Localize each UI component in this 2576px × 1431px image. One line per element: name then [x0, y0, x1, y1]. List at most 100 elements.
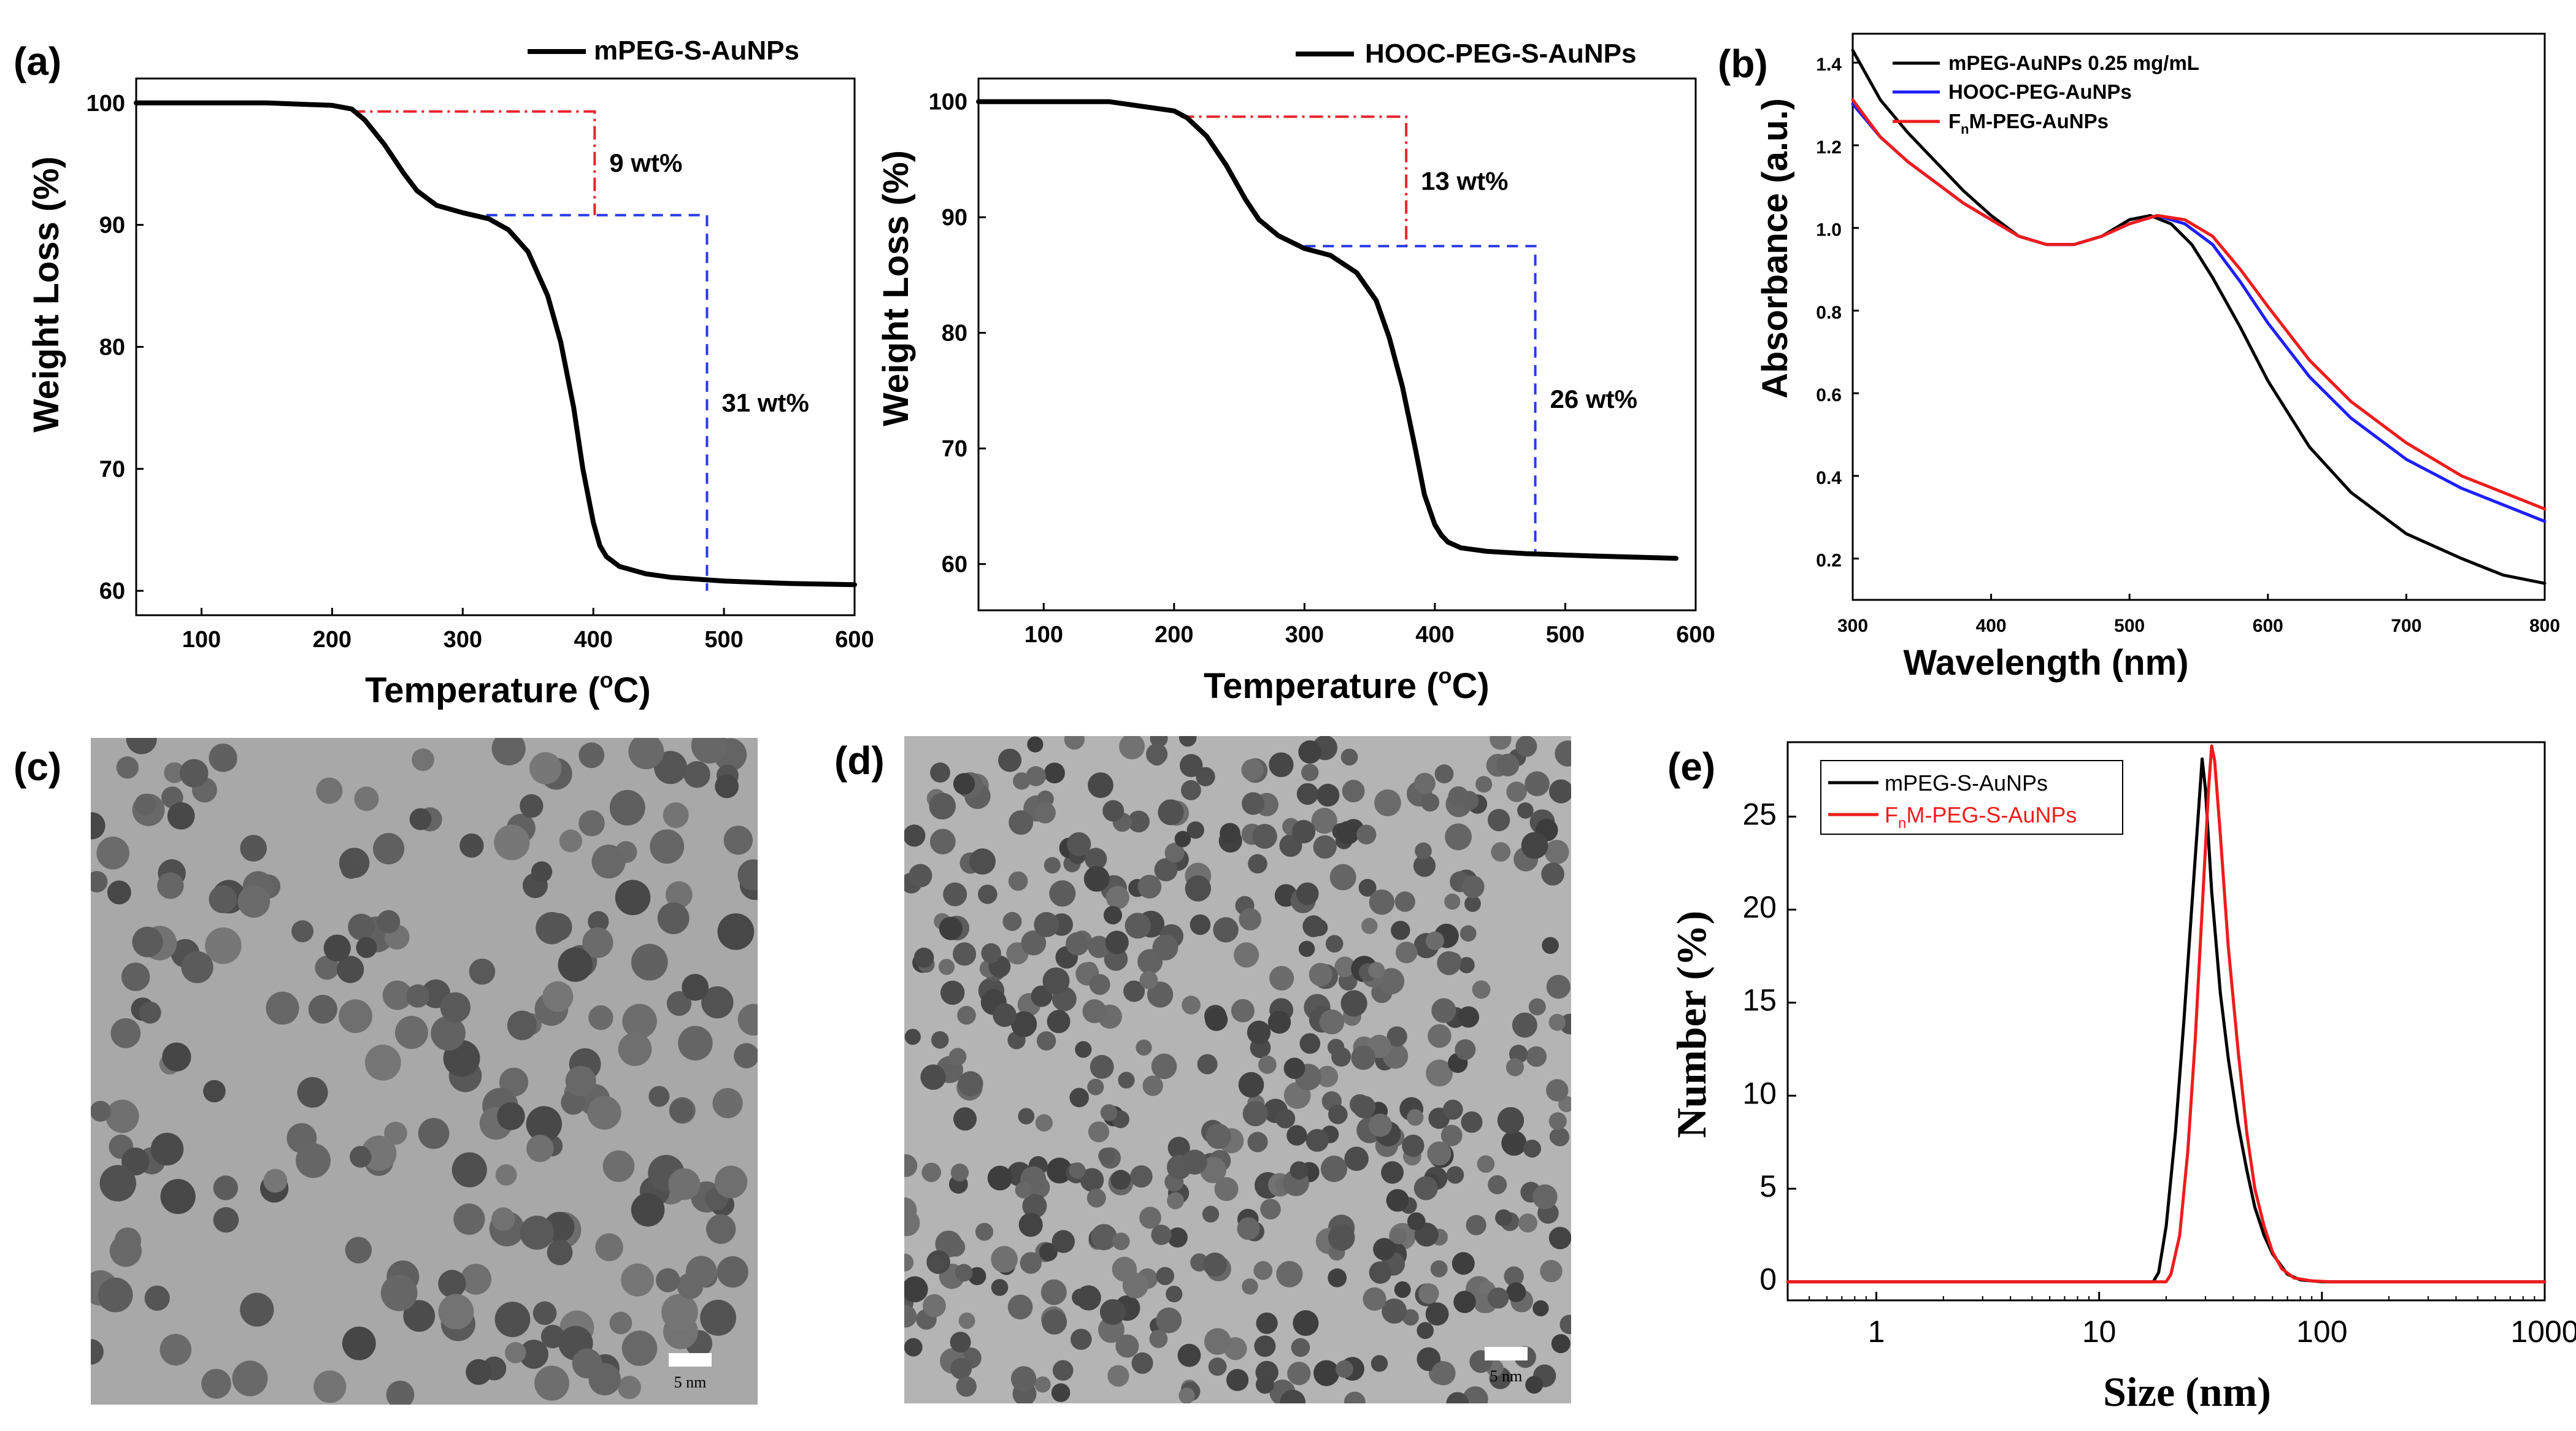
nanoparticle [1291, 819, 1316, 843]
nanoparticle [1461, 875, 1485, 899]
nanoparticle [1440, 1124, 1463, 1146]
nanoparticle [1119, 736, 1145, 760]
nanoparticle [1202, 1205, 1220, 1223]
nanoparticle [1008, 871, 1028, 891]
nanoparticle [1252, 824, 1277, 849]
nanoparticle [650, 829, 685, 864]
y-tick-label: 0.4 [1816, 468, 1842, 488]
legend-label-hooc: HOOC-PEG-AuNPs [1948, 80, 2132, 103]
nanoparticle [1413, 854, 1436, 877]
y-tick-label: 1.0 [1816, 220, 1842, 240]
nanoparticle [1402, 1134, 1424, 1157]
nanoparticle [1158, 799, 1184, 826]
nanoparticle [1548, 1227, 1571, 1249]
x-tick-label: 500 [704, 627, 743, 653]
nanoparticle [418, 1118, 450, 1149]
nanoparticle [1369, 1261, 1392, 1284]
nanoparticle [712, 1088, 743, 1119]
nanoparticle [1112, 1232, 1130, 1251]
nanoparticle [717, 1256, 748, 1288]
nanoparticle [364, 1045, 401, 1081]
y-tick-label: 20 [1742, 890, 1777, 924]
nanoparticle [1418, 1283, 1439, 1304]
nanoparticle [1371, 1355, 1388, 1372]
nanoparticle [1518, 1213, 1537, 1233]
nanoparticle [1182, 996, 1201, 1015]
nanoparticle [1052, 1230, 1075, 1253]
nanoparticle [1066, 932, 1089, 956]
nanoparticle [340, 857, 362, 879]
nanoparticle [1425, 931, 1444, 950]
nanoparticle [929, 829, 956, 854]
nanoparticle [1446, 1166, 1464, 1184]
nanoparticle [939, 916, 963, 940]
nanoparticle [565, 1065, 596, 1097]
nanoparticle [162, 1042, 191, 1072]
nanoparticle [1430, 1260, 1448, 1278]
nanoparticle [1490, 736, 1512, 750]
nanoparticle [1446, 1392, 1469, 1403]
nanoparticle [1391, 921, 1410, 940]
nanoparticle [950, 1164, 969, 1182]
nanoparticle [1328, 1224, 1355, 1251]
x-tick-label: 500 [2114, 616, 2145, 636]
nanoparticle [1368, 1113, 1392, 1137]
y-axis-title: Weight Loss (%) [26, 156, 66, 432]
nanoparticle [677, 1273, 704, 1300]
nanoparticle [975, 1222, 994, 1241]
nanoparticle [114, 1227, 141, 1254]
nanoparticle [1255, 1375, 1274, 1394]
legend-label-mpeg: mPEG-S-AuNPs [1885, 770, 2048, 796]
nanoparticle [1374, 789, 1401, 816]
absorbance-chart: 300 400 500 600 700 8000.20.40.60.81.01.21.4 … [1755, 33, 2560, 683]
nanoparticle [987, 1165, 1013, 1191]
nanoparticle [587, 1095, 621, 1130]
x-tick-label: 600 [835, 627, 874, 653]
scale-bar-c [669, 1353, 712, 1367]
nanoparticle [1451, 1252, 1475, 1275]
nanoparticle [459, 833, 484, 858]
nanoparticle [1521, 832, 1548, 859]
nanoparticle [1523, 1140, 1541, 1158]
nanoparticle [1015, 1181, 1032, 1199]
nanoparticle [929, 792, 956, 820]
nanoparticle [663, 802, 689, 828]
nanoparticle [1427, 1141, 1451, 1166]
nanoparticle [460, 1264, 491, 1295]
nanoparticle [342, 1326, 376, 1360]
nanoparticle [377, 910, 401, 934]
nanoparticle [717, 913, 755, 950]
nanoparticle [1254, 1335, 1276, 1357]
nanoparticle [495, 1164, 517, 1186]
nanoparticle [1382, 1299, 1407, 1324]
nanoparticle [354, 786, 379, 811]
tem-image-c: 5 nm [91, 738, 758, 1405]
nanoparticle [940, 980, 965, 1005]
x-tick-label: 800 [2529, 616, 2560, 636]
y-tick-label: 60 [942, 552, 967, 578]
plot-frame [1851, 33, 2546, 601]
series-line [134, 100, 857, 588]
nanoparticle [1105, 930, 1129, 954]
nanoparticle [1205, 1123, 1231, 1149]
nanoparticle [913, 948, 934, 968]
nanoparticle [297, 1076, 328, 1108]
nanoparticle [1542, 937, 1559, 954]
plot-frame [135, 77, 856, 616]
nanoparticle [1208, 1357, 1227, 1376]
nanoparticle [1258, 1055, 1277, 1074]
nanoparticle [1305, 1129, 1329, 1152]
nanoparticle [715, 774, 739, 799]
nanoparticle [1040, 1279, 1067, 1305]
series-line [1786, 744, 2547, 1284]
series-line [1851, 98, 2547, 511]
y-axis-title: Weight Loss (%) [876, 150, 916, 426]
y-tick-label: 90 [99, 213, 125, 239]
nanoparticle [668, 1168, 701, 1200]
nanoparticle [1524, 771, 1550, 797]
nanoparticle [1328, 1105, 1348, 1124]
nanoparticle [203, 1080, 226, 1103]
nanoparticle [1298, 940, 1315, 957]
nanoparticle [1049, 880, 1076, 907]
nanoparticle [1181, 780, 1201, 800]
